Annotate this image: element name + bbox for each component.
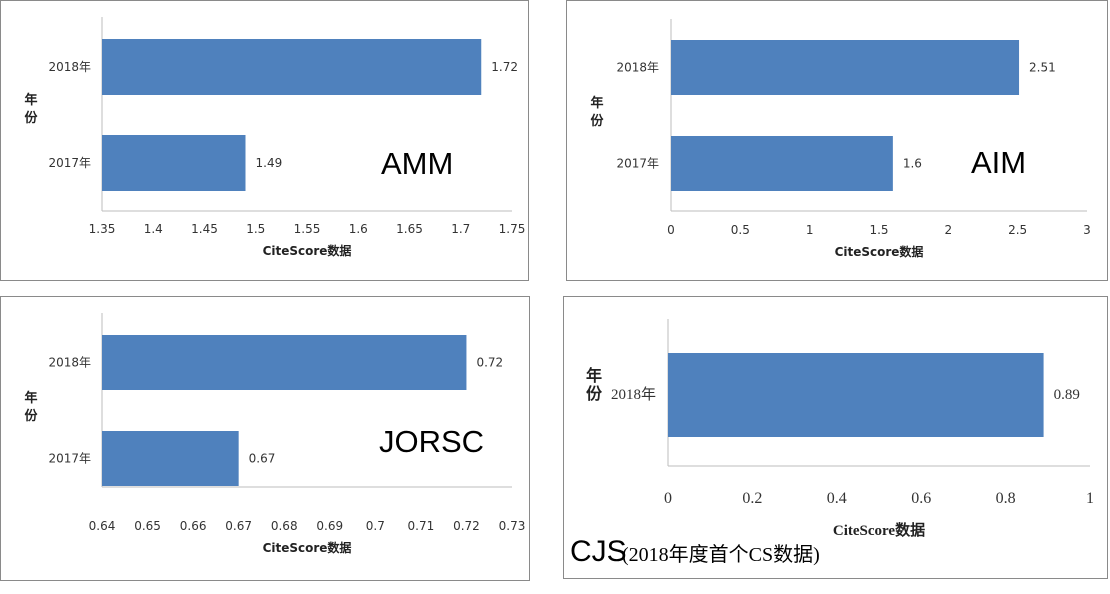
x-tick-label: 3 [1083,223,1091,237]
x-tick-label: 1 [1086,490,1094,507]
category-label: 2017年 [48,156,91,170]
bar [102,135,246,191]
data-label: 0.67 [249,452,276,466]
chart-panel-jorsc: 2018年 0.72 2017年 0.67 0.64 0.65 0.66 0.67 0.68 0.… [0,296,530,581]
x-tick-label: 2.5 [1008,223,1027,237]
x-tick-label: 0.68 [271,519,298,533]
x-tick-label: 0 [667,223,675,237]
journal-note: (2018年度首个CS数据) [622,543,820,566]
x-tick-label: 1.75 [499,222,526,236]
x-axis-title: CiteScore数据 [263,540,352,555]
x-tick-label: 0 [664,490,672,507]
x-tick-label: 0.67 [225,519,252,533]
y-axis-title: 年份 [24,390,38,424]
x-tick-label: 0.72 [453,519,480,533]
y-axis-title: 年份 [590,95,604,129]
x-tick-label: 0.2 [742,490,762,507]
x-tick-label: 1.6 [349,222,368,236]
bar [671,40,1020,95]
x-tick-label: 1.4 [144,222,163,236]
chart-panel-cjs: 2018年 0.89 0 0.2 0.4 0.6 0.8 1 CiteScore数据 年份 CJS(… [563,296,1108,579]
x-tick-label: 0.7 [366,519,385,533]
y-axis-title: 年份 [586,366,603,403]
x-tick-label: 1.7 [451,222,470,236]
x-tick-label: 2 [945,223,953,237]
data-label: 2.51 [1029,61,1056,75]
x-tick-label: 0.6 [911,490,931,507]
category-label: 2017年 [616,157,659,171]
x-tick-label: 1.5 [869,223,888,237]
x-tick-label: 0.8 [996,490,1016,507]
data-label: 1.49 [256,156,283,170]
chart-jorsc: 2018年 0.72 2017年 0.67 0.64 0.65 0.66 0.67 0.68 0.… [24,313,526,555]
category-label: 2018年 [48,60,91,74]
bar [102,39,482,95]
x-tick-label: 0.71 [408,519,435,533]
journal-label: AMM [381,146,453,181]
x-axis-title: CiteScore数据 [835,244,924,259]
chart-amm: 2018年 1.72 2017年 1.49 1.35 1.4 1.45 1.5 1.55 1.6 1… [24,17,526,258]
data-label: 0.89 [1054,387,1080,403]
chart-panel-amm: 2018年 1.72 2017年 1.49 1.35 1.4 1.45 1.5 1.55 1.6 1… [0,0,529,281]
bar [668,353,1044,437]
data-label: 0.72 [476,356,503,370]
x-tick-label: 0.4 [827,490,847,507]
chart-aim: 2018年 2.51 2017年 1.6 0 0.5 1 1.5 2 2.5 3 CiteScore数… [590,19,1091,259]
x-tick-label: 0.69 [316,519,343,533]
x-axis-title: CiteScore数据 [263,243,352,258]
bar [671,136,893,191]
journal-label: CJS [570,535,627,568]
bar [102,335,467,390]
x-tick-label: 0.65 [134,519,161,533]
x-tick-label: 1.55 [294,222,321,236]
x-tick-label: 1.45 [191,222,218,236]
x-tick-label: 1.65 [396,222,423,236]
data-label: 1.72 [491,60,518,74]
journal-label: JORSC [379,424,484,459]
x-tick-label: 0.64 [89,519,116,533]
x-tick-label: 0.5 [731,223,750,237]
chart-cjs: 2018年 0.89 0 0.2 0.4 0.6 0.8 1 CiteScore数据 年份 CJS(… [570,319,1094,568]
chart-panel-aim: 2018年 2.51 2017年 1.6 0 0.5 1 1.5 2 2.5 3 CiteScore数… [566,0,1108,281]
category-label: 2018年 [48,356,91,370]
x-tick-label: 0.66 [180,519,207,533]
x-tick-label: 0.73 [499,519,526,533]
x-axis-title: CiteScore数据 [833,521,925,539]
y-axis-title: 年份 [24,92,38,126]
category-label: 2018年 [616,61,659,75]
journal-label: AIM [971,145,1026,180]
x-tick-label: 1.35 [89,222,116,236]
category-label: 2018年 [611,386,656,403]
data-label: 1.6 [903,157,922,171]
x-tick-label: 1 [806,223,814,237]
bar [102,431,239,486]
category-label: 2017年 [48,452,91,466]
x-tick-label: 1.5 [246,222,265,236]
